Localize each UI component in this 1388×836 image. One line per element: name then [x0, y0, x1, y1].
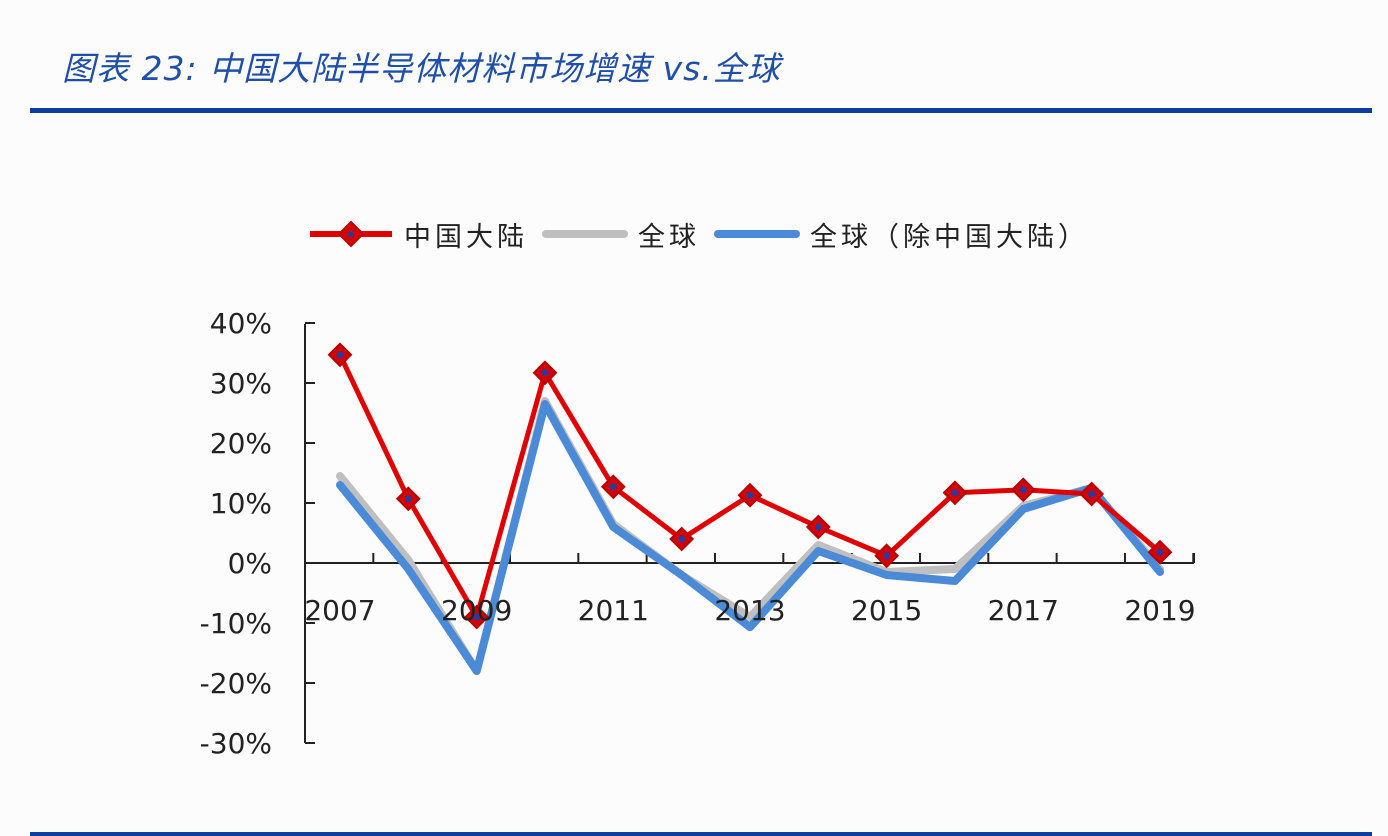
y-tick-label: 20% [210, 427, 272, 460]
marker-center [883, 552, 891, 560]
legend-label: 中国大陆 [404, 221, 528, 253]
marker-center [1019, 486, 1027, 494]
marker-center [404, 495, 412, 503]
legend-label: 全球（除中国大陆） [810, 221, 1089, 253]
marker-center [541, 369, 549, 377]
x-tick-label: 2013 [714, 594, 785, 627]
y-tick-label: 30% [210, 367, 272, 400]
x-tick-label: 2017 [988, 594, 1059, 627]
y-tick-label: 10% [210, 487, 272, 520]
x-tick-label: 2009 [441, 594, 512, 627]
marker-center [746, 491, 754, 499]
marker-center [678, 535, 686, 543]
marker-center [473, 613, 481, 621]
legend-line-diamond-icon [310, 220, 392, 248]
marker-center [1156, 548, 1164, 556]
axis-labels: 40% 30% 20% 10% 0% -10% -20% -30% 2007 2009 2011 20… [200, 307, 1196, 760]
y-tick-label: -30% [200, 727, 272, 760]
chart-series [327, 342, 1173, 675]
legend-item-global: 全球 [542, 214, 700, 254]
series-line [336, 400, 1164, 675]
legend-label: 全球 [638, 221, 700, 253]
y-tick-label: 40% [210, 307, 272, 340]
bottom-divider [30, 832, 1372, 836]
x-tick-label: 2011 [578, 594, 649, 627]
marker-center [1088, 490, 1096, 498]
x-tick-label: 2015 [851, 594, 922, 627]
legend-item-global-ex-china: 全球（除中国大陆） [714, 214, 1089, 254]
chart-axes [304, 322, 1195, 744]
marker-center [336, 351, 344, 359]
legend-line-icon [542, 230, 628, 238]
marker-center [951, 489, 959, 497]
chart-legend: 中国大陆 全球 全球（除中国大陆） [308, 214, 1103, 254]
x-tick-label: 2007 [304, 594, 375, 627]
x-tick-label: 2019 [1124, 594, 1195, 627]
marker-center [609, 483, 617, 491]
y-tick-label: -20% [200, 667, 272, 700]
legend-item-china: 中国大陆 [308, 214, 528, 254]
marker-center [814, 523, 822, 531]
title-divider [30, 108, 1372, 113]
legend-line-icon [714, 230, 800, 238]
y-tick-label: -10% [200, 607, 272, 640]
y-tick-label: 0% [228, 547, 272, 580]
figure-title: 图表 23: 中国大陆半导体材料市场增速 vs.全球 [62, 49, 781, 88]
